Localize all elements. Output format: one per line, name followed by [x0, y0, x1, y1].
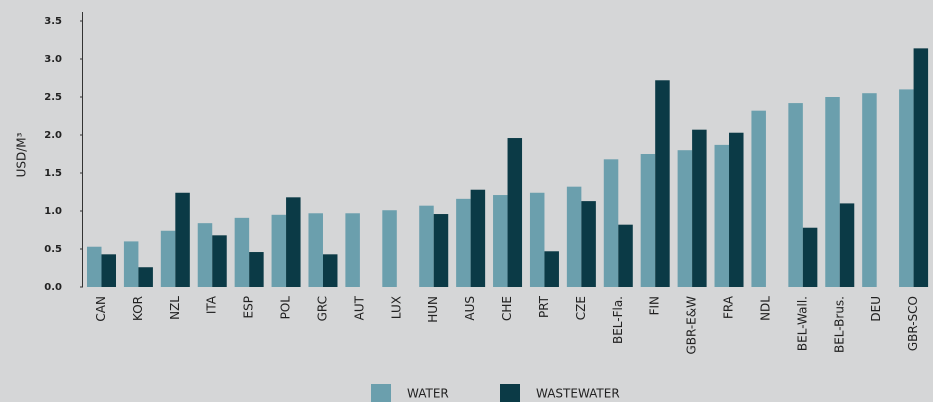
bar	[544, 251, 559, 287]
x-tick-label: LUX	[389, 296, 403, 319]
legend-label: WATER	[407, 387, 449, 401]
bar	[308, 213, 323, 287]
x-tick-label: ESP	[242, 296, 256, 318]
y-tick-label: 3.5	[44, 16, 62, 27]
x-tick-label: BEL-Wall.	[795, 296, 809, 351]
y-tick-label: 2.5	[44, 92, 62, 103]
x-tick-label: POL	[279, 296, 293, 320]
y-tick-label: 3.0	[44, 54, 62, 65]
x-tick-label: NDL	[758, 296, 772, 321]
bar	[825, 97, 840, 287]
bar	[87, 246, 102, 287]
x-tick-label: GBR-SCO	[906, 296, 920, 351]
bar	[160, 230, 176, 287]
x-tick-label: FIN	[648, 296, 662, 315]
x-tick-label: AUS	[463, 296, 477, 321]
y-tick-label: 2.0	[44, 130, 62, 141]
legend-swatch	[371, 384, 391, 402]
bar	[714, 144, 730, 287]
bar	[212, 235, 227, 287]
x-tick-label: AUT	[352, 295, 366, 320]
x-tick-label: GBR-E&W	[685, 296, 699, 355]
x-tick-label: FRA	[722, 295, 736, 319]
bar	[729, 132, 744, 287]
bar	[655, 80, 670, 287]
x-tick-label: GRC	[315, 296, 329, 321]
bar	[382, 210, 397, 287]
x-tick-label: HUN	[426, 296, 440, 323]
bar	[677, 150, 693, 287]
bar	[899, 89, 914, 288]
bar	[123, 241, 139, 287]
bar	[138, 267, 153, 287]
bar	[433, 214, 449, 287]
bar	[271, 214, 287, 287]
y-tick-label: 1.5	[44, 168, 62, 179]
bar	[175, 192, 190, 287]
x-tick-label: PRT	[537, 295, 551, 318]
x-tick-label: ITA	[205, 295, 219, 314]
bar	[802, 227, 818, 287]
y-axis-label: USD/M³	[15, 132, 29, 177]
y-tick-label: 0.0	[44, 282, 62, 293]
bar	[322, 254, 338, 287]
x-tick-label: NZL	[168, 296, 182, 320]
x-tick-label: DEU	[869, 296, 883, 322]
bar	[456, 198, 471, 287]
bar	[470, 189, 486, 287]
bar	[603, 159, 619, 287]
x-tick-label: CAN	[94, 296, 108, 322]
y-tick-label: 1.0	[44, 206, 62, 217]
bar	[419, 205, 434, 287]
bar	[618, 224, 633, 287]
bar	[286, 197, 301, 287]
bar	[529, 192, 545, 287]
bar	[839, 203, 855, 287]
bar	[493, 195, 508, 287]
bar	[751, 110, 766, 288]
bar	[640, 154, 656, 287]
bar	[507, 138, 523, 287]
bar	[913, 48, 929, 287]
x-tick-label: BEL-Fla.	[611, 296, 625, 344]
bar	[234, 217, 250, 287]
bar	[197, 223, 213, 287]
x-tick-label: KOR	[131, 296, 145, 321]
bar	[566, 186, 582, 287]
legend-label: WASTEWATER	[536, 387, 620, 401]
bar	[581, 201, 596, 287]
bar	[345, 213, 360, 287]
legend-swatch	[500, 384, 520, 402]
x-tick-label: CHE	[500, 296, 514, 321]
bar	[788, 103, 803, 287]
bar	[862, 93, 877, 287]
x-tick-label: BEL-Brus.	[832, 296, 846, 353]
bar	[692, 129, 707, 287]
x-tick-label: CZE	[574, 296, 588, 320]
y-tick-label: 0.5	[44, 244, 62, 255]
bar	[101, 254, 116, 287]
bar	[249, 252, 264, 287]
